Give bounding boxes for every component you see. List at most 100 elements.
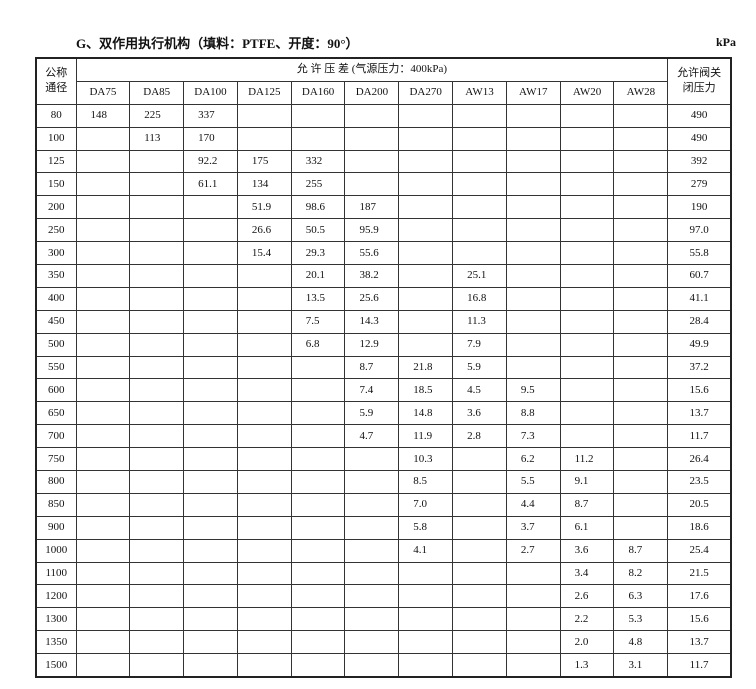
cell-value [452,584,507,609]
cell-value [236,561,292,586]
cell-value: 14.8 [398,401,454,426]
cell-value [236,492,292,517]
cell-value [344,515,400,540]
header-close-line1: 允许阀关 [677,67,722,80]
header-model-da85: DA85 [129,80,185,105]
cell-value [290,515,346,540]
table-row: 350 20.1 38.2 25.1 60.7 [35,264,732,288]
cell-value [75,447,131,472]
cell-value [398,561,454,586]
cell-value [290,103,346,128]
cell-value [129,515,185,540]
cell-value [75,332,131,357]
cell-value [183,538,238,563]
cell-value [290,607,346,632]
cell-value: 4.4 [505,492,561,517]
cell-value [344,172,400,197]
cell-value: 2.7 [505,538,561,563]
cell-value [75,401,131,426]
cell-value: 61.1 [183,172,238,197]
cell-value [129,172,185,197]
cell-value [398,653,454,678]
cell-value [129,492,185,517]
header-model-aw20: AW20 [559,80,615,105]
cell-value: 20.1 [290,264,346,288]
cell-value [290,126,346,151]
cell-value: 38.2 [344,264,400,288]
cell-value [613,309,669,334]
cell-value [75,241,131,266]
cell-value [236,355,292,380]
table-row: 1300 2.2 5.3 15.6 [35,607,732,632]
cell-value: 3.4 [559,561,615,586]
cell-value [183,309,238,334]
cell-value: 29.3 [290,241,346,266]
cell-value: 6.1 [559,515,615,540]
cell-value: 11.2 [559,447,615,472]
cell-value [129,470,185,494]
cell-value [452,515,507,540]
cell-value [452,241,507,266]
cell-value: 5.3 [613,607,669,632]
cell-value [290,447,346,472]
header-model-da270: DA270 [398,80,454,105]
cell-value [452,218,507,243]
cell-close-pressure: 37.2 [667,355,732,380]
cell-value [452,195,507,220]
cell-close-pressure: 17.6 [667,584,732,609]
cell-value [183,447,238,472]
cell-value [75,378,131,403]
cell-value: 14.3 [344,309,400,334]
cell-value [129,355,185,380]
cell-value [452,630,507,655]
cell-value [236,584,292,609]
cell-value [75,424,131,449]
table-row: 150 61.1 134 255 279 [35,172,732,197]
cell-value: 5.9 [344,401,400,426]
cell-value [505,561,561,586]
cell-value: 5.5 [505,470,561,494]
cell-value: 98.6 [290,195,346,220]
cell-value [559,241,615,266]
cell-value [505,264,561,288]
cell-value [505,286,561,311]
cell-value [613,515,669,540]
cell-dn: 800 [35,470,77,494]
cell-value [398,195,454,220]
cell-value: 5.8 [398,515,454,540]
cell-close-pressure: 28.4 [667,309,732,334]
cell-value [183,584,238,609]
cell-value [183,264,238,288]
cell-value [344,470,400,494]
cell-value [398,286,454,311]
cell-value [236,630,292,655]
cell-value [129,264,185,288]
cell-value [129,309,185,334]
header-model-da160: DA160 [290,80,346,105]
cell-value [236,607,292,632]
cell-value [398,630,454,655]
table-row: 650 5.9 14.8 3.6 8.8 13.7 [35,401,732,426]
table-row: 125 92.2 175 332 392 [35,149,732,174]
cell-value [236,447,292,472]
cell-value [344,447,400,472]
cell-value: 4.1 [398,538,454,563]
cell-close-pressure: 15.6 [667,378,732,403]
cell-value: 7.3 [505,424,561,449]
cell-value [290,378,346,403]
cell-value [344,126,400,151]
cell-dn: 850 [35,492,77,517]
cell-dn: 350 [35,264,77,288]
table-row: 200 51.9 98.6 187 190 [35,195,732,220]
cell-value [398,241,454,266]
header-model-aw13: AW13 [452,80,507,105]
cell-value [183,401,238,426]
cell-dn: 700 [35,424,77,449]
cell-value [559,378,615,403]
cell-value [75,607,131,632]
cell-value [183,515,238,540]
cell-value [236,538,292,563]
cell-value: 5.9 [452,355,507,380]
cell-dn: 900 [35,515,77,540]
cell-value: 3.1 [613,653,669,678]
